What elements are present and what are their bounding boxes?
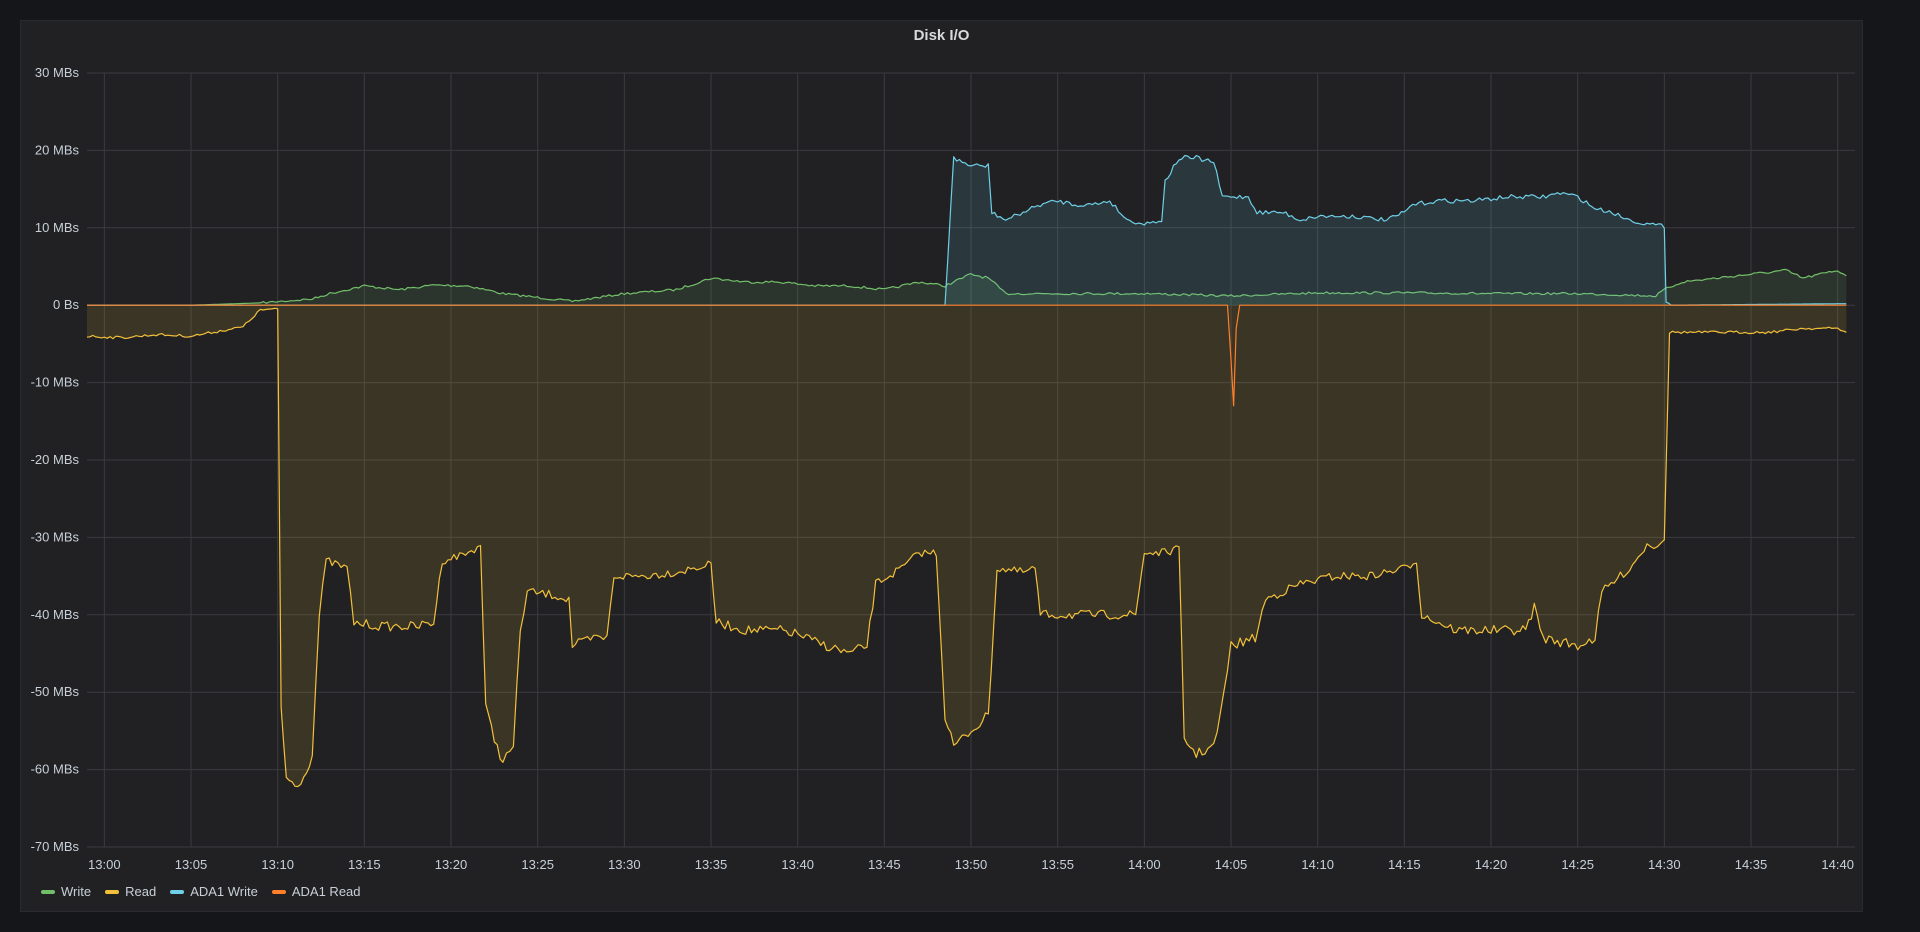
y-tick-label: -20 MBs — [31, 452, 80, 467]
x-tick-label: 14:40 — [1821, 857, 1854, 872]
x-tick-label: 13:20 — [435, 857, 468, 872]
x-tick-label: 14:10 — [1301, 857, 1334, 872]
legend-label: ADA1 Read — [291, 884, 361, 899]
series-area-ada1-write — [87, 155, 1847, 306]
legend-label: Write — [61, 884, 92, 899]
x-tick-label: 13:15 — [348, 857, 381, 872]
x-tick-label: 13:10 — [261, 857, 294, 872]
x-tick-label: 14:05 — [1215, 857, 1248, 872]
x-tick-label: 14:00 — [1128, 857, 1161, 872]
y-tick-label: -40 MBs — [31, 607, 80, 622]
x-tick-label: 13:30 — [608, 857, 641, 872]
series-line-ada1-read — [87, 304, 1847, 407]
x-tick-label: 14:25 — [1561, 857, 1594, 872]
legend-swatch — [271, 889, 286, 894]
y-tick-label: 20 MBs — [35, 142, 80, 157]
legend-swatch — [105, 889, 120, 894]
y-tick-label: -50 MBs — [31, 684, 80, 699]
x-tick-label: 13:05 — [175, 857, 208, 872]
x-tick-label: 13:35 — [695, 857, 728, 872]
legend-item-write[interactable]: Write — [41, 884, 91, 899]
x-tick-label: 13:55 — [1041, 857, 1074, 872]
y-tick-label: -60 MBs — [31, 762, 80, 777]
y-tick-label: -30 MBs — [31, 529, 80, 544]
legend-item-ada1-write[interactable]: ADA1 Write — [170, 884, 258, 899]
legend-label: Read — [125, 884, 157, 899]
x-tick-label: 13:50 — [955, 857, 988, 872]
series-area-read — [87, 305, 1847, 787]
x-tick-label: 14:30 — [1648, 857, 1681, 872]
panel-title: Disk I/O — [913, 27, 970, 44]
legend-item-ada1-read[interactable]: ADA1 Read — [271, 884, 361, 899]
series-line-read — [86, 307, 1847, 788]
series-area-write — [87, 269, 1847, 306]
disk-io-chart: 30 MBs 20 MBs 10 MBs 0 Bs -10 MBs -20 MBs -30 … — [31, 65, 1855, 872]
chart-legend: Write Read ADA1 Write ADA1 Read — [41, 884, 361, 899]
x-tick-label: 14:15 — [1388, 857, 1421, 872]
x-tick-label: 14:35 — [1735, 857, 1768, 872]
legend-swatch — [170, 889, 185, 894]
series-line-write — [87, 268, 1847, 306]
x-tick-label: 13:00 — [88, 857, 121, 872]
legend-item-read[interactable]: Read — [105, 884, 156, 899]
legend-swatch — [41, 889, 55, 894]
x-tick-label: 13:25 — [521, 857, 554, 872]
legend-label: ADA1 Write — [190, 884, 258, 899]
y-tick-label: 30 MBs — [35, 65, 80, 80]
y-tick-label: 0 Bs — [53, 297, 80, 312]
x-tick-label: 13:45 — [868, 857, 901, 872]
y-tick-label: -10 MBs — [31, 375, 80, 390]
x-tick-label: 13:40 — [781, 857, 814, 872]
y-tick-label: -70 MBs — [31, 839, 80, 854]
y-tick-label: 10 MBs — [35, 220, 80, 235]
disk-io-panel: Disk I/O 30 MBs 20 MBs 10 MBs 0 Bs -10 MBs -2… — [20, 20, 1863, 912]
x-tick-label: 14:20 — [1475, 857, 1508, 872]
